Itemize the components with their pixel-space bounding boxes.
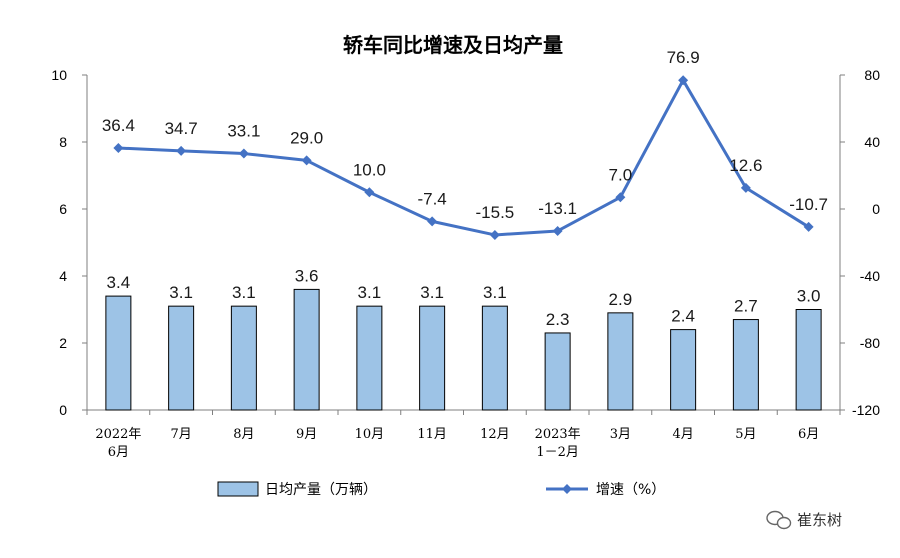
y-left-tick-label: 6	[59, 201, 67, 217]
line-value-label: -7.4	[417, 189, 446, 208]
x-tick-label: 11月	[417, 427, 447, 442]
bar	[544, 332, 571, 411]
bar-series	[105, 288, 822, 411]
bar-value-label: 2.3	[546, 310, 570, 329]
wechat-icon-bubble	[776, 516, 792, 530]
bar	[795, 309, 822, 411]
growth-line	[118, 78, 810, 237]
bar	[293, 288, 320, 411]
y-right-tick-label: 0	[872, 201, 880, 217]
line-value-label: 29.0	[290, 128, 323, 147]
y-left-tick-label: 0	[59, 402, 67, 418]
bar	[356, 305, 383, 411]
line-point	[615, 192, 626, 203]
legend: 日均产量（万辆） 增速（%）	[217, 481, 665, 498]
bar-value-label: 2.7	[734, 297, 758, 316]
y-left-tick-label: 8	[59, 134, 67, 150]
y-right-tick-label: -40	[860, 268, 880, 284]
bar	[670, 329, 697, 411]
x-tick-label: 8月	[233, 427, 254, 442]
y-left-tick-label: 2	[59, 335, 67, 351]
x-tick-label: 7月	[170, 427, 191, 442]
bar-value-label: 3.0	[797, 287, 821, 306]
y-left-tick-label: 10	[51, 67, 67, 83]
line-value-label: 33.1	[227, 122, 260, 141]
x-tick-label: 6月	[798, 427, 819, 442]
bar	[419, 305, 446, 411]
x-tick-label: 4月	[672, 427, 693, 442]
x-tick-label: 10月	[355, 427, 385, 442]
chart-title: 轿车同比增速及日均产量	[343, 33, 563, 57]
line-point	[113, 143, 124, 154]
line-value-label: -10.7	[789, 195, 828, 214]
y-right-tick-label: 40	[864, 134, 880, 150]
bar-value-label: 3.4	[107, 273, 131, 292]
x-tick-label: 9月	[296, 427, 317, 442]
x-tick-label: 5月	[735, 427, 756, 442]
bar	[168, 305, 195, 411]
line-point	[301, 155, 312, 166]
legend-bar-swatch	[217, 481, 259, 497]
x-tick-label: 6月	[108, 445, 129, 460]
line-value-label: -15.5	[476, 203, 515, 222]
line-point	[427, 216, 438, 227]
bar	[732, 319, 759, 411]
line-point	[740, 182, 751, 193]
bar-value-label: 3.1	[420, 283, 444, 302]
line-point	[552, 225, 563, 236]
line-value-label: 12.6	[729, 156, 762, 175]
x-tick-label: 2022年	[95, 427, 141, 442]
line-value-label: -13.1	[538, 199, 577, 218]
bar-value-label: 3.6	[295, 266, 319, 285]
legend-line-marker	[562, 484, 572, 494]
line-point	[489, 229, 500, 240]
x-tick-label: 1－2月	[536, 445, 579, 460]
bar	[481, 305, 508, 411]
line-value-label: 36.4	[102, 116, 135, 135]
axes: 0 2 4 6 8 10 -120 -80 -40 0 40 80 2022年 6月 7月 8月 9月 10月 11…	[51, 67, 880, 460]
y-left-tick-label: 4	[59, 268, 67, 284]
x-tick-label: 2023年	[535, 427, 581, 442]
line-point	[678, 75, 689, 86]
bar-value-label: 3.1	[483, 283, 507, 302]
bar-value-label: 2.9	[609, 290, 633, 309]
y-right-tick-label: -80	[860, 335, 880, 351]
bar	[105, 295, 132, 411]
line-value-label: 34.7	[165, 119, 198, 138]
legend-bar-label: 日均产量（万辆）	[265, 482, 377, 498]
line-value-label: 76.9	[667, 48, 700, 67]
legend-line-label: 增速（%）	[596, 482, 665, 498]
line-series	[113, 75, 814, 240]
line-value-label: 7.0	[609, 165, 633, 184]
x-tick-label: 12月	[480, 427, 510, 442]
bar-value-label: 3.1	[169, 283, 193, 302]
bar-value-label: 3.1	[358, 283, 382, 302]
data-labels: 3.4 3.1 3.1 3.6 3.1 3.1 3.1 2.3 2.9 2.4 2.7 3.0 36.4…	[102, 48, 828, 329]
bar-value-label: 2.4	[671, 307, 695, 326]
y-right-tick-label: 80	[864, 67, 880, 83]
line-point	[803, 221, 814, 232]
line-point	[364, 187, 375, 198]
y-right-tick-label: -120	[852, 402, 880, 418]
line-point	[238, 148, 249, 159]
watermark-text: 崔东树	[797, 511, 842, 529]
x-tick-label: 3月	[610, 427, 631, 442]
bar-value-label: 3.1	[232, 283, 256, 302]
line-value-label: 10.0	[353, 160, 386, 179]
watermark: 崔东树	[766, 510, 842, 530]
line-point	[176, 145, 187, 156]
bar	[230, 305, 257, 411]
bar	[607, 312, 634, 411]
